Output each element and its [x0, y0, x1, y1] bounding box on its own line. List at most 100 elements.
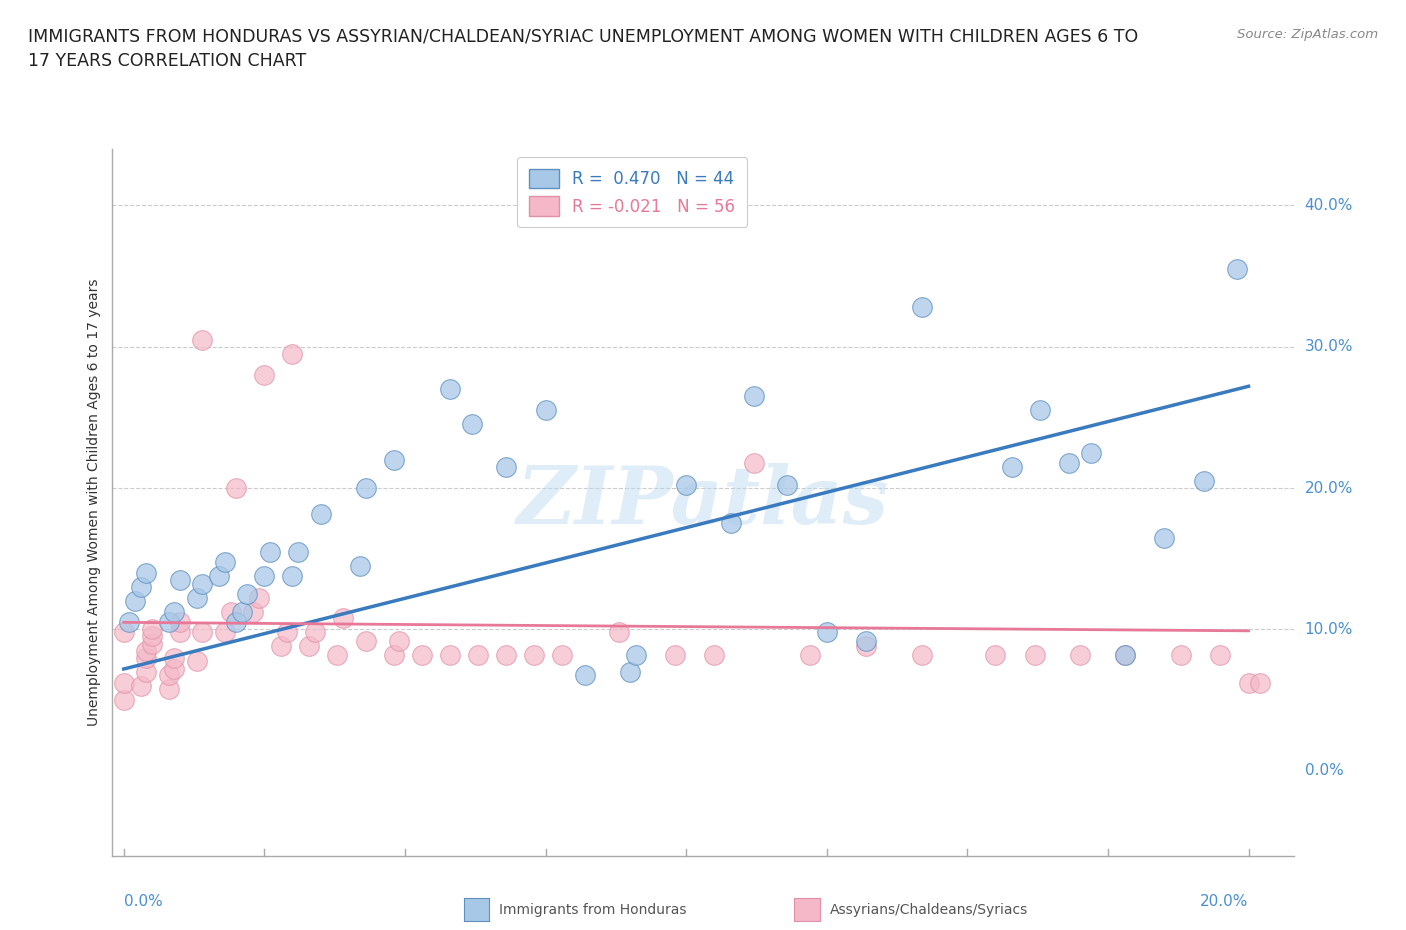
Point — [129, 679, 152, 694]
Point — [112, 625, 135, 640]
Point — [253, 367, 276, 382]
Point — [135, 650, 157, 665]
Point — [169, 615, 191, 630]
Point — [231, 605, 253, 620]
Point — [624, 647, 647, 662]
Point — [619, 664, 641, 679]
Point — [309, 506, 332, 521]
Point — [574, 667, 596, 682]
Point — [191, 332, 214, 347]
Point — [388, 633, 411, 648]
Point — [1029, 403, 1052, 418]
Text: 30.0%: 30.0% — [1305, 339, 1353, 354]
Point — [247, 591, 270, 605]
Point — [225, 481, 247, 496]
Point — [163, 661, 186, 676]
Point — [911, 299, 934, 314]
Point — [1114, 647, 1136, 662]
Point — [191, 577, 214, 591]
Point — [157, 682, 180, 697]
Point — [276, 625, 298, 640]
Point — [124, 593, 146, 608]
Point — [664, 647, 686, 662]
Point — [523, 647, 546, 662]
Point — [1249, 676, 1271, 691]
Point — [141, 636, 163, 651]
Point — [191, 625, 214, 640]
Point — [225, 615, 247, 630]
Point — [439, 647, 461, 662]
Point — [214, 625, 236, 640]
Point — [1209, 647, 1232, 662]
Point — [354, 633, 377, 648]
Point — [855, 633, 877, 648]
Point — [281, 346, 304, 361]
Point — [259, 544, 281, 559]
Point — [163, 605, 186, 620]
Text: Immigrants from Honduras: Immigrants from Honduras — [499, 902, 686, 917]
Point — [169, 573, 191, 588]
Point — [1001, 459, 1024, 474]
Point — [411, 647, 433, 662]
Point — [270, 639, 292, 654]
Point — [551, 647, 574, 662]
Point — [326, 647, 349, 662]
Point — [1080, 445, 1102, 460]
Point — [815, 625, 838, 640]
Point — [208, 568, 231, 583]
Point — [1069, 647, 1091, 662]
Point — [186, 591, 208, 605]
Text: 10.0%: 10.0% — [1305, 622, 1353, 637]
Point — [141, 629, 163, 644]
Point — [1226, 261, 1249, 276]
Point — [118, 615, 141, 630]
Point — [461, 417, 484, 432]
Point — [984, 647, 1007, 662]
Point — [287, 544, 309, 559]
Point — [129, 579, 152, 594]
Point — [332, 611, 354, 626]
Point — [1024, 647, 1046, 662]
Text: 20.0%: 20.0% — [1201, 895, 1249, 910]
Point — [911, 647, 934, 662]
Point — [157, 615, 180, 630]
Point — [382, 647, 405, 662]
Text: 0.0%: 0.0% — [1305, 764, 1343, 778]
Point — [467, 647, 489, 662]
Text: 40.0%: 40.0% — [1305, 198, 1353, 213]
Point — [607, 625, 630, 640]
Point — [349, 558, 371, 573]
Point — [703, 647, 725, 662]
Point — [112, 693, 135, 708]
Text: ZIPatlas: ZIPatlas — [517, 463, 889, 541]
Point — [534, 403, 557, 418]
Point — [253, 568, 276, 583]
Point — [242, 605, 264, 620]
Point — [281, 568, 304, 583]
Point — [855, 639, 877, 654]
Point — [1114, 647, 1136, 662]
Point — [219, 605, 242, 620]
Point — [141, 622, 163, 637]
Point — [298, 639, 321, 654]
Point — [742, 389, 765, 404]
Point — [112, 676, 135, 691]
Point — [1057, 455, 1080, 470]
Text: 20.0%: 20.0% — [1305, 481, 1353, 496]
Point — [382, 452, 405, 467]
Point — [495, 647, 517, 662]
Point — [354, 481, 377, 496]
Text: Assyrians/Chaldeans/Syriacs: Assyrians/Chaldeans/Syriacs — [830, 902, 1028, 917]
Text: 0.0%: 0.0% — [124, 895, 163, 910]
Text: IMMIGRANTS FROM HONDURAS VS ASSYRIAN/CHALDEAN/SYRIAC UNEMPLOYMENT AMONG WOMEN WI: IMMIGRANTS FROM HONDURAS VS ASSYRIAN/CHA… — [28, 28, 1139, 70]
Point — [135, 565, 157, 580]
Point — [1192, 473, 1215, 488]
Legend: R =  0.470   N = 44, R = -0.021   N = 56: R = 0.470 N = 44, R = -0.021 N = 56 — [517, 157, 747, 227]
Point — [169, 625, 191, 640]
Point — [163, 650, 186, 665]
Point — [304, 625, 326, 640]
Point — [214, 554, 236, 569]
Point — [135, 644, 157, 658]
Point — [776, 478, 799, 493]
Text: Source: ZipAtlas.com: Source: ZipAtlas.com — [1237, 28, 1378, 41]
